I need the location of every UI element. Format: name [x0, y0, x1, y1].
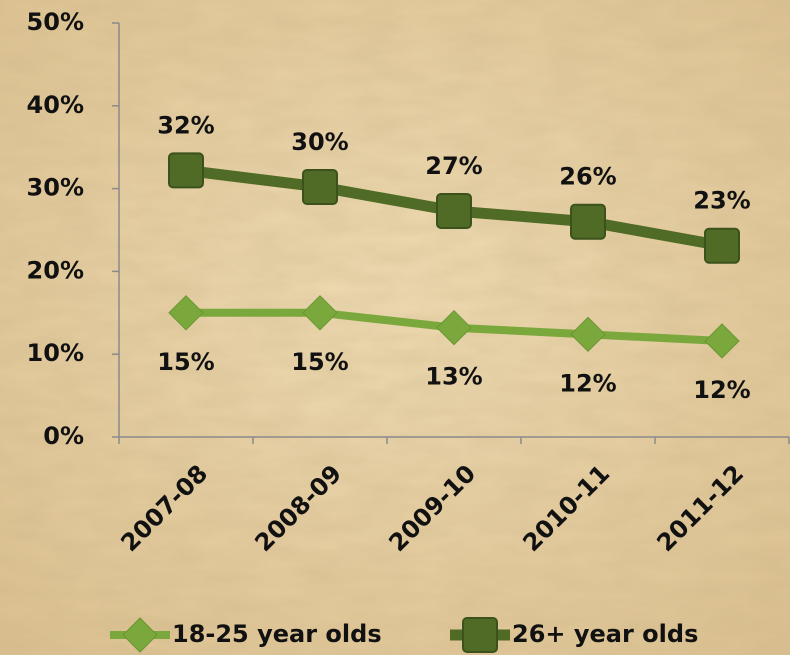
data-label: 30%	[291, 128, 348, 156]
legend-label: 26+ year olds	[512, 620, 698, 648]
data-label: 32%	[157, 111, 214, 139]
data-point	[570, 203, 606, 240]
data-point	[302, 168, 338, 205]
legend-label: 18-25 year olds	[172, 620, 382, 648]
data-point	[436, 192, 472, 229]
y-tick-label: 20%	[27, 256, 84, 284]
data-point	[168, 152, 204, 189]
y-tick-label: 30%	[27, 174, 84, 202]
data-label: 15%	[157, 348, 214, 376]
data-point	[302, 295, 338, 331]
data-point	[436, 309, 472, 346]
data-label: 15%	[291, 348, 348, 376]
data-point	[168, 295, 204, 331]
legend-marker	[122, 617, 158, 653]
legend-marker	[462, 617, 498, 653]
data-label: 13%	[425, 363, 482, 391]
data-label: 27%	[425, 152, 482, 180]
data-label: 12%	[693, 376, 750, 404]
data-label: 23%	[693, 187, 750, 215]
y-tick-label: 40%	[27, 91, 84, 119]
data-point	[704, 227, 740, 264]
y-tick-label: 0%	[43, 422, 84, 450]
y-tick-label: 50%	[27, 8, 84, 36]
data-point	[704, 323, 740, 359]
data-point	[570, 316, 606, 353]
y-tick-label: 10%	[27, 339, 84, 367]
data-label: 12%	[559, 369, 616, 397]
data-label: 26%	[559, 163, 616, 191]
